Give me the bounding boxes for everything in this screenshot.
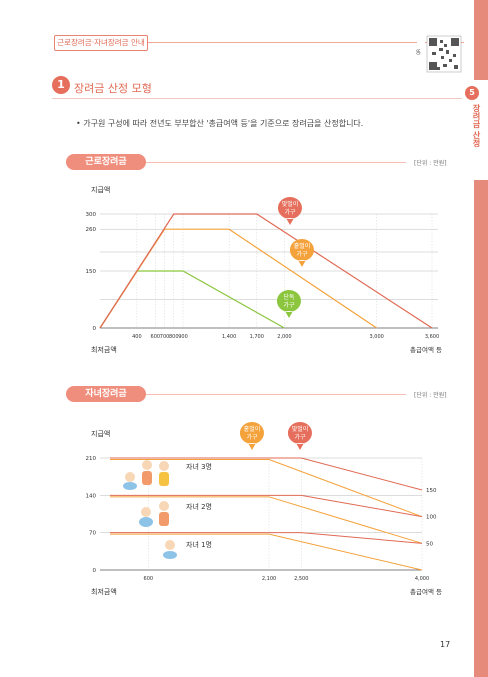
chart2-pill: 자녀장려금 (66, 386, 146, 402)
c1-y-tick: 300 (86, 212, 97, 218)
c2-right-value: 50 (426, 541, 433, 547)
side-chapter-label: 장려금 산정 (472, 104, 481, 147)
c2-x-tick: 2,100 (262, 576, 276, 582)
chart2-xlabel-left: 최저금액 (91, 587, 117, 596)
chart2-ticks: 210 140 70 0 600 2,100 2,500 4,000 150 100 50 (86, 456, 437, 582)
chart1-bubble-single-earner: 홑벌이 가구 (289, 239, 314, 267)
c2-decl-couple (301, 457, 423, 491)
c2-x-tick: 600 (144, 576, 154, 582)
c2-decl-se (268, 533, 423, 571)
header-tag: 근로장려금·자녀장려금 안내 (54, 35, 148, 51)
c1-y-tick: 260 (86, 227, 97, 233)
chart2-bubble-couple: 맞벌이 가구 (287, 422, 312, 450)
c1-x-tick: 600 (151, 334, 161, 340)
page-number: 17 (440, 640, 451, 649)
c1-x-tick: 900 (178, 334, 188, 340)
chart1-lines (99, 213, 433, 329)
child-label-3: 자녀 3명 (186, 462, 212, 471)
svg-text:QR: QR (416, 49, 421, 55)
bubble-se-line1: 홑벌이 (294, 242, 311, 250)
qr-code-icon: QR (416, 32, 462, 73)
child-label-1: 자녀 1명 (186, 540, 212, 549)
c1-series-line (99, 213, 433, 329)
chart1-header-line (66, 162, 406, 163)
bubble-se-line2: 가구 (296, 250, 308, 258)
c2-y-tick: 70 (89, 531, 96, 537)
child-icon-3b (142, 460, 152, 485)
child-icon-1 (163, 540, 177, 559)
child-icon-2b (159, 501, 169, 526)
child-icon-3a (123, 472, 137, 490)
chart2-lines (110, 457, 423, 571)
chart1-xlabel-left: 최저금액 (91, 345, 117, 354)
c1-x-tick: 1,400 (222, 334, 236, 340)
c2-bubble-se-line2: 가구 (246, 433, 258, 441)
c2-y-tick: 210 (86, 456, 97, 462)
c2-decl-couple (301, 532, 423, 544)
c2-x-tick: 4,000 (415, 576, 429, 582)
c2-bubble-couple-line2: 가구 (294, 433, 306, 441)
bullet-description: • 가구원 구성에 따라 전년도 부부합산 '총급여액 등'을 기준으로 장려금… (76, 119, 364, 128)
c1-y-tick: 0 (93, 326, 97, 332)
chart2-xlabel-right: 총급여액 등 (410, 587, 442, 596)
child-icon-2a (139, 507, 153, 527)
child-icon-3c (159, 461, 169, 486)
section-number: 1 (52, 76, 70, 94)
chart1-grid (100, 213, 438, 329)
chart1-ticks: 300 260 150 0 400 600 700 800 900 1,400 1,700 2,000… (86, 212, 440, 340)
chart2-header-line (66, 394, 406, 395)
bubble-single-line2: 가구 (283, 301, 295, 309)
c1-x-tick: 800 (169, 334, 179, 340)
c1-x-tick: 700 (160, 334, 170, 340)
c2-right-value: 100 (426, 515, 437, 521)
c2-decl-se (268, 459, 423, 518)
chart1: 지급액 300 260 150 0 400 600 700 800 900 1,400 1,700 2… (86, 185, 442, 354)
c2-bubble-couple-line1: 맞벌이 (292, 425, 309, 433)
c1-y-tick: 150 (86, 269, 97, 275)
chart2-unit: [단위 : 만원] (414, 392, 447, 399)
chart1-ylabel: 지급액 (91, 185, 110, 194)
c2-bubble-se-line1: 홑벌이 (244, 425, 261, 433)
c2-right-value: 150 (426, 488, 437, 494)
c1-x-tick: 2,000 (277, 334, 291, 340)
c1-x-tick: 1,700 (250, 334, 264, 340)
chart1-pill: 근로장려금 (66, 154, 146, 170)
chart2-bubble-single-earner: 홑벌이 가구 (239, 422, 264, 450)
c1-series-line (99, 228, 378, 329)
c2-y-tick: 140 (86, 493, 97, 499)
children-illustration (123, 460, 177, 559)
chart1-xlabel-right: 총급여액 등 (410, 345, 442, 354)
c2-decl-couple (301, 494, 423, 518)
child-label-2: 자녀 2명 (186, 502, 212, 511)
c2-decl-se (268, 496, 423, 544)
chart1-bubble-couple: 맞벌이 가구 (277, 197, 302, 225)
section-divider (52, 98, 462, 99)
section-title: 장려금 산정 모형 (74, 82, 152, 95)
chart1-unit: [단위 : 만원] (414, 160, 447, 167)
c1-x-tick: 3,000 (370, 334, 384, 340)
side-chapter-number: 5 (465, 86, 479, 100)
c1-x-tick: 400 (132, 334, 142, 340)
chart1-bubble-single: 단독 가구 (276, 290, 301, 318)
bubble-couple-line1: 맞벌이 (282, 200, 299, 208)
c1-x-tick: 3,600 (425, 334, 439, 340)
bubble-couple-line2: 가구 (284, 208, 296, 216)
header-line (54, 42, 464, 43)
chart2-ylabel: 지급액 (91, 429, 110, 438)
c2-y-tick: 0 (93, 568, 97, 574)
bubble-single-line1: 단독 (283, 293, 295, 301)
c2-x-tick: 2,500 (294, 576, 308, 582)
